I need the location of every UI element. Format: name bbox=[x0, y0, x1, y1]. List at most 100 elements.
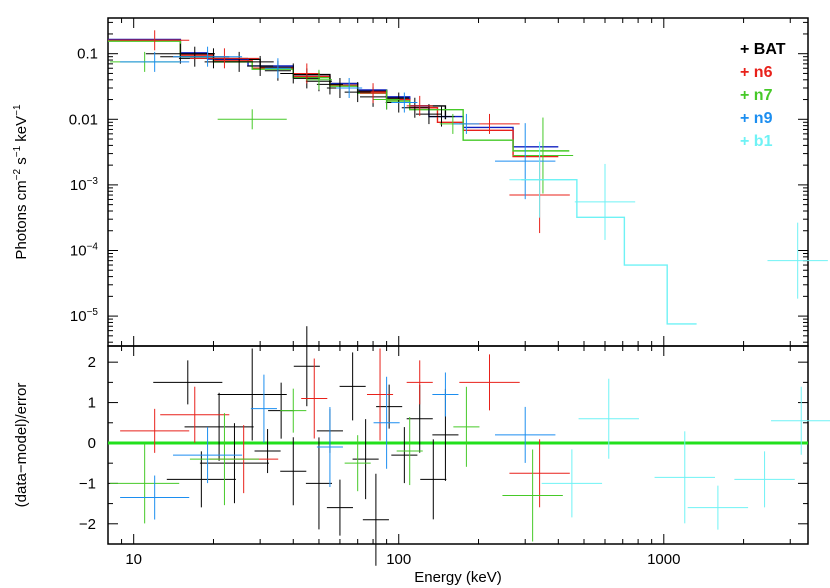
data-point bbox=[199, 423, 270, 504]
data-point bbox=[574, 163, 636, 240]
data-point bbox=[432, 372, 459, 417]
spectrum-ticks bbox=[107, 18, 808, 346]
residual-data-points bbox=[110, 326, 830, 566]
spectrum-model-steps bbox=[108, 38, 697, 325]
data-point bbox=[316, 407, 343, 488]
spectrum-panel: 0.1 0.01 10−3 10−4 10−5 Photons cm−2 s−1 keV… bbox=[12, 17, 828, 347]
y-tick-label: −1 bbox=[79, 475, 96, 492]
data-point bbox=[420, 439, 447, 520]
data-point bbox=[184, 392, 254, 461]
residual-y-tick-labels: 2 1 0 −1 −2 bbox=[79, 354, 96, 533]
x-tick-labels: 10 100 1000 bbox=[125, 551, 680, 568]
data-point bbox=[204, 51, 274, 72]
data-point bbox=[509, 141, 570, 218]
data-point bbox=[459, 354, 520, 411]
y-tick-label: −2 bbox=[79, 516, 96, 533]
data-point bbox=[250, 374, 277, 443]
spectrum-y-tick-labels: 0.1 0.01 10−3 10−4 10−5 bbox=[69, 46, 99, 325]
data-point bbox=[264, 58, 291, 79]
data-point bbox=[326, 479, 353, 536]
data-point bbox=[391, 92, 418, 113]
y-tick-label: 0.1 bbox=[77, 46, 98, 63]
legend-entry: + n6 bbox=[740, 64, 773, 81]
x-axis-label: Energy (keV) bbox=[414, 569, 502, 586]
data-point bbox=[305, 437, 332, 530]
data-point bbox=[153, 360, 223, 405]
data-point bbox=[110, 443, 180, 524]
data-point bbox=[502, 449, 563, 542]
x-tick-label: 10 bbox=[125, 551, 142, 568]
data-point bbox=[453, 113, 480, 134]
data-point bbox=[453, 386, 480, 467]
residual-frame bbox=[107, 345, 809, 545]
data-point bbox=[280, 388, 307, 433]
x-tick-label: 100 bbox=[386, 551, 411, 568]
y-tick-label: 1 bbox=[88, 395, 96, 412]
data-point bbox=[366, 348, 394, 441]
data-point bbox=[687, 485, 749, 530]
x-tick-label: 1000 bbox=[647, 551, 680, 568]
data-point bbox=[373, 376, 400, 469]
spectrum-y-axis-label: Photons cm−2 s−1 keV−1 bbox=[12, 104, 30, 260]
data-point bbox=[360, 83, 387, 104]
data-point bbox=[293, 326, 320, 407]
data-point bbox=[166, 451, 236, 508]
legend: + BAT + n6 + n7 + n9 + b1 bbox=[740, 41, 786, 150]
data-point bbox=[173, 46, 243, 67]
data-point bbox=[373, 89, 400, 110]
data-point bbox=[120, 30, 190, 51]
data-point bbox=[391, 427, 418, 484]
data-point bbox=[316, 74, 343, 95]
data-point bbox=[734, 451, 795, 508]
y-tick-label: 10−3 bbox=[70, 176, 99, 194]
data-point bbox=[145, 43, 215, 64]
data-point bbox=[120, 408, 190, 453]
legend-entry: + n9 bbox=[740, 110, 773, 127]
model-step-line bbox=[108, 40, 570, 152]
data-point bbox=[541, 449, 603, 518]
data-point bbox=[428, 106, 455, 127]
data-point bbox=[406, 360, 433, 405]
data-point bbox=[120, 51, 190, 72]
data-point bbox=[217, 348, 287, 441]
spectrum-data-points bbox=[110, 30, 828, 299]
legend-entry: + b1 bbox=[740, 133, 773, 150]
y-tick-label: 2 bbox=[88, 354, 96, 371]
data-point bbox=[189, 413, 259, 506]
data-point bbox=[352, 419, 379, 500]
data-point bbox=[301, 358, 328, 439]
residual-ticks bbox=[107, 346, 808, 545]
data-point bbox=[512, 117, 574, 194]
data-point bbox=[305, 69, 332, 90]
data-point bbox=[401, 97, 428, 118]
data-point bbox=[495, 406, 556, 463]
data-point bbox=[362, 473, 389, 566]
y-tick-label: 0 bbox=[88, 435, 96, 452]
y-tick-label: 10−4 bbox=[70, 241, 99, 259]
legend-entry: + BAT bbox=[740, 41, 786, 58]
data-point bbox=[160, 386, 230, 443]
data-point bbox=[339, 352, 366, 421]
data-point bbox=[344, 435, 371, 492]
y-tick-label: 0.01 bbox=[69, 111, 98, 128]
data-point bbox=[396, 417, 423, 486]
data-point bbox=[654, 431, 715, 524]
data-point bbox=[406, 95, 433, 116]
model-step-line bbox=[108, 39, 559, 158]
residual-y-axis-label: (data−model)/error bbox=[13, 383, 30, 508]
data-point bbox=[767, 222, 828, 299]
data-point bbox=[217, 109, 287, 130]
data-point bbox=[189, 48, 259, 69]
data-point bbox=[495, 123, 556, 200]
model-step-line bbox=[521, 178, 697, 325]
data-point bbox=[247, 55, 274, 76]
model-step-line bbox=[108, 39, 447, 120]
data-point bbox=[173, 427, 243, 484]
data-point bbox=[336, 77, 363, 98]
data-point bbox=[509, 439, 570, 508]
y-tick-label: 10−5 bbox=[70, 307, 99, 325]
data-point bbox=[280, 437, 307, 506]
data-point bbox=[254, 429, 281, 474]
legend-entry: + n7 bbox=[740, 87, 773, 104]
